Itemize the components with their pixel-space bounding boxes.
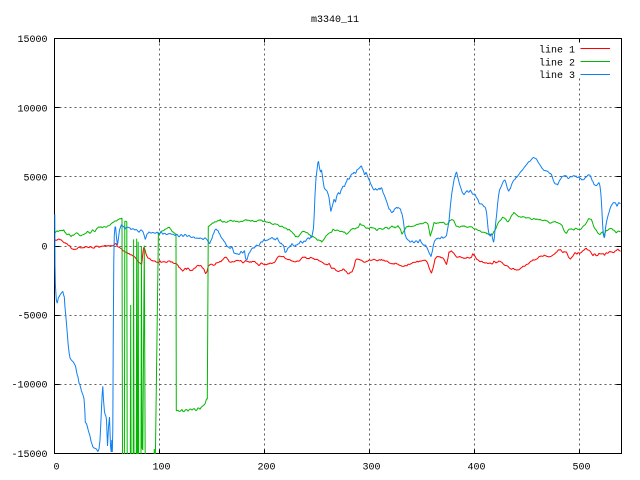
svg-text:300: 300	[362, 463, 380, 474]
svg-text:0: 0	[53, 463, 59, 474]
svg-text:line 3: line 3	[539, 70, 575, 82]
svg-text:400: 400	[467, 463, 485, 474]
svg-text:-15000: -15000	[11, 450, 47, 461]
svg-text:200: 200	[257, 463, 275, 474]
svg-text:15000: 15000	[17, 35, 47, 46]
svg-text:0: 0	[41, 243, 47, 254]
svg-text:-5000: -5000	[17, 312, 47, 323]
svg-text:m3340_11: m3340_11	[311, 15, 359, 26]
svg-text:100: 100	[152, 463, 170, 474]
svg-text:line 1: line 1	[539, 45, 575, 57]
svg-text:line 2: line 2	[539, 57, 575, 69]
svg-text:500: 500	[572, 463, 590, 474]
svg-text:5000: 5000	[23, 173, 47, 184]
svg-text:10000: 10000	[17, 104, 47, 115]
svg-text:-10000: -10000	[11, 381, 47, 392]
